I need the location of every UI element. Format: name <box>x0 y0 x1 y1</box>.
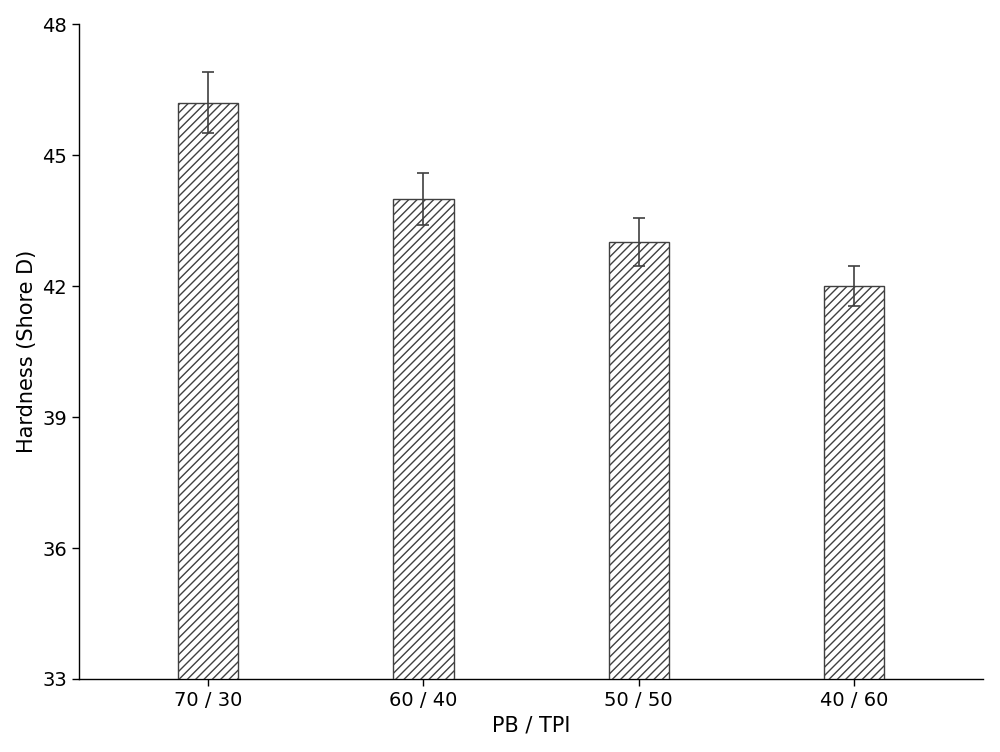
Bar <box>824 286 884 679</box>
Bar <box>609 242 669 679</box>
Bar <box>393 199 454 679</box>
Y-axis label: Hardness (Shore D): Hardness (Shore D) <box>17 250 37 453</box>
X-axis label: PB / TPI: PB / TPI <box>492 715 570 735</box>
Bar <box>178 103 238 679</box>
